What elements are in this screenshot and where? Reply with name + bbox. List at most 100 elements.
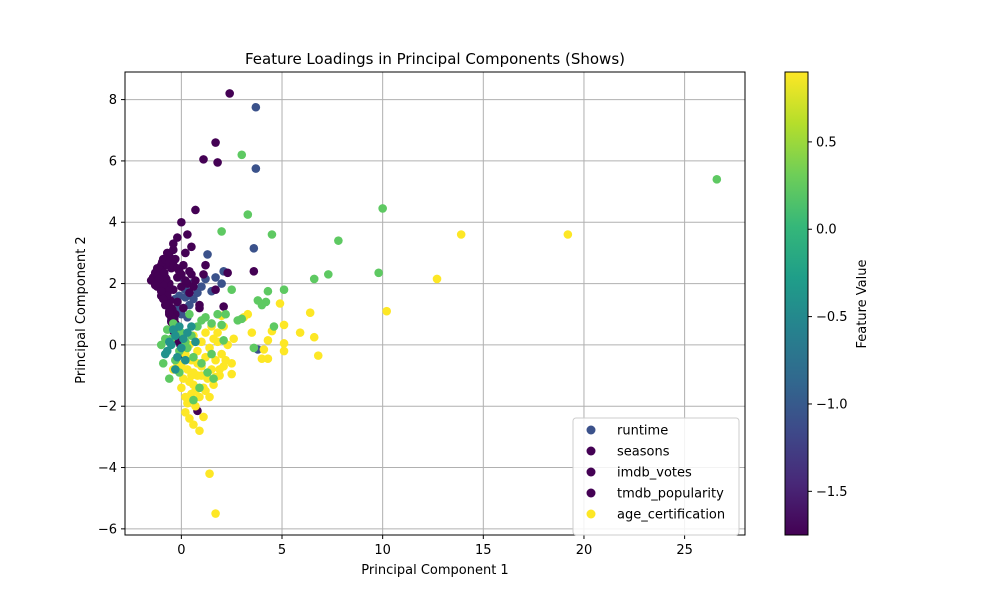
data-point <box>185 414 194 423</box>
data-point <box>249 267 259 276</box>
data-point <box>211 509 220 518</box>
legend-marker <box>586 446 596 456</box>
data-point <box>164 374 174 383</box>
grid <box>125 72 745 535</box>
legend-marker <box>586 425 596 435</box>
data-point <box>213 309 222 319</box>
data-point <box>305 308 315 317</box>
data-point <box>158 358 168 368</box>
y-tick-label: 2 <box>109 277 117 292</box>
data-point <box>374 268 383 278</box>
data-point <box>173 297 182 307</box>
data-point <box>217 349 226 359</box>
x-tick-label: 25 <box>676 543 693 558</box>
data-point <box>249 244 259 253</box>
data-point <box>309 332 319 342</box>
data-point <box>185 309 194 319</box>
data-point <box>193 288 202 298</box>
data-point <box>195 303 204 313</box>
data-point <box>181 248 190 258</box>
data-point <box>193 322 202 331</box>
data-point <box>259 345 269 354</box>
data-point <box>211 138 220 147</box>
y-tick-label: 4 <box>109 216 117 231</box>
y-tick-label: 0 <box>109 338 117 353</box>
data-point <box>173 263 182 273</box>
colorbar-gradient <box>784 71 809 536</box>
legend-label: runtime <box>617 424 668 439</box>
data-point <box>177 343 186 353</box>
scatter-points <box>146 89 722 518</box>
data-point <box>205 469 214 478</box>
data-point <box>334 236 343 245</box>
data-point <box>164 308 174 317</box>
data-point <box>156 286 166 296</box>
data-point <box>279 320 289 330</box>
data-point <box>229 334 239 344</box>
data-point <box>185 267 194 276</box>
data-point <box>187 371 196 380</box>
data-point <box>189 420 198 429</box>
data-point <box>183 230 192 239</box>
data-point <box>191 205 200 215</box>
colorbar-tick-label: 0.0 <box>816 223 837 238</box>
x-axis-ticks: 0 5 10 15 20 25 <box>177 535 693 558</box>
data-point <box>171 365 180 374</box>
chart-title: Feature Loadings in Principal Components… <box>245 50 625 68</box>
legend-label: tmdb_popularity <box>617 487 724 502</box>
data-point <box>162 325 172 334</box>
data-point <box>179 334 188 344</box>
data-point <box>219 335 228 345</box>
legend-marker <box>586 509 596 519</box>
legend: runtime seasons imdb_votes tmdb_popularitya… <box>572 417 740 536</box>
data-point <box>189 294 198 304</box>
colorbar-tick-label: 0.5 <box>816 135 837 150</box>
data-point <box>150 280 160 290</box>
data-point <box>215 365 224 374</box>
data-point <box>195 426 204 436</box>
data-point <box>199 270 208 279</box>
data-point <box>275 299 285 308</box>
data-point <box>249 343 259 353</box>
data-point <box>225 89 234 98</box>
data-point <box>227 369 236 379</box>
data-point <box>251 102 261 112</box>
data-point <box>209 374 218 383</box>
data-point <box>177 270 186 279</box>
colorbar-tick-label: −0.5 <box>816 310 848 325</box>
y-tick-label: 8 <box>109 93 117 108</box>
y-axis-title: Principal Component 2 <box>74 236 89 383</box>
data-point <box>213 158 222 167</box>
data-point <box>279 339 289 348</box>
data-point <box>169 239 178 249</box>
colorbar-tick-label: −1.5 <box>816 485 848 500</box>
data-point <box>261 297 271 307</box>
data-point <box>177 217 186 227</box>
x-tick-label: 10 <box>374 543 391 558</box>
data-point <box>189 352 198 362</box>
data-point <box>295 328 305 337</box>
data-point <box>201 260 210 270</box>
colorbar: −1.5 −1.0 −0.5 0.0 0.5 <box>784 71 848 536</box>
data-point <box>160 349 170 359</box>
data-point <box>247 328 257 337</box>
data-point <box>173 233 182 242</box>
data-point <box>173 352 182 362</box>
data-point <box>237 150 247 160</box>
data-point <box>211 355 220 365</box>
data-point <box>187 322 196 331</box>
data-point <box>179 303 188 313</box>
legend-label: age_certification <box>617 508 725 523</box>
legend-marker <box>586 488 596 498</box>
y-axis-ticks: −6 −4 −2 0 2 4 6 8 <box>98 93 125 537</box>
series-unlabeled <box>160 322 200 374</box>
data-point <box>183 328 192 337</box>
data-point <box>187 242 196 252</box>
data-point <box>160 300 170 310</box>
data-point <box>175 322 184 331</box>
data-point <box>197 358 206 368</box>
data-point <box>227 285 236 295</box>
data-point <box>221 355 230 365</box>
data-point <box>156 340 166 350</box>
data-point <box>203 368 212 377</box>
